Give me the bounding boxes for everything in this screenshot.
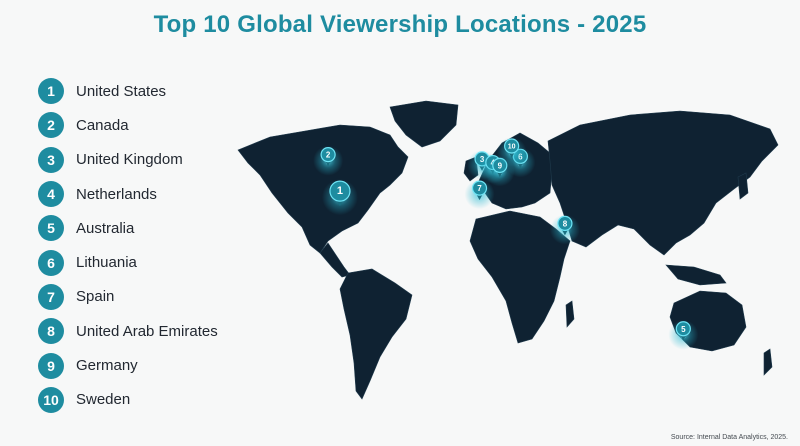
country-label: Sweden (76, 391, 131, 409)
list-item: 2 Canada (38, 108, 218, 142)
pin-marker (471, 180, 488, 196)
pin-rank-label: 2 (326, 151, 331, 160)
list-item: 5 Australia (38, 211, 218, 245)
south-america-landmass (339, 268, 413, 400)
source-note: Source: Internal Data Analytics, 2025. (670, 434, 788, 441)
country-label: Lithuania (76, 254, 137, 272)
country-label: Australia (76, 219, 135, 237)
pin-marker (504, 138, 520, 154)
rank-badge: 8 (38, 318, 64, 345)
list-item: 9 Germany (38, 348, 218, 382)
new-zealand-landmass (763, 348, 773, 376)
rank-badge: 1 (38, 78, 64, 105)
japan-landmass (737, 172, 749, 200)
list-item: 4 Netherlands (38, 177, 218, 211)
country-label: Spain (76, 288, 115, 306)
rank-badge: 3 (38, 146, 64, 173)
country-label: United Kingdom (76, 151, 183, 169)
greenland-landmass (389, 100, 459, 148)
map-pins: 12345678910 (313, 137, 699, 350)
north-america-landmass (237, 124, 409, 254)
country-label: Netherlands (76, 185, 157, 203)
central-america-landmass (319, 242, 351, 278)
madagascar-landmass (565, 300, 575, 328)
pin-marker (557, 215, 573, 231)
rank-badge: 9 (38, 352, 64, 379)
rank-badge: 5 (38, 215, 64, 242)
list-item: 1 United States (38, 74, 218, 108)
country-label: United Arab Emirates (76, 322, 218, 340)
rank-badge: 4 (38, 181, 64, 208)
page-title: Top 10 Global Viewership Locations - 202… (153, 11, 647, 38)
world-map: 12345678910 (237, 100, 779, 400)
rank-badge: 10 (38, 386, 64, 413)
list-item: 10 Sweden (38, 383, 218, 417)
rank-badge: 7 (38, 283, 64, 310)
map-pin-5: 5 (668, 319, 699, 350)
country-label: Canada (76, 116, 129, 134)
list-item: 3 United Kingdom (38, 143, 218, 177)
pin-marker (329, 180, 351, 202)
pin-rank-label: 9 (498, 161, 503, 170)
pin-rank-label: 10 (508, 144, 516, 151)
list-item: 7 Spain (38, 280, 218, 314)
indonesia-landmass (665, 264, 727, 286)
pin-marker (675, 321, 691, 337)
country-label: Germany (76, 357, 138, 375)
map-pin-1: 1 (321, 179, 358, 216)
pin-rank-label: 7 (477, 184, 482, 193)
rank-badge: 2 (38, 112, 64, 139)
map-pin-10: 10 (496, 137, 527, 167)
map-pin-7: 7 (464, 179, 495, 210)
ranking-list: 1 United States 2 Canada 3 United Kingdom 4… (38, 74, 218, 417)
rank-badge: 6 (38, 249, 64, 276)
pin-rank-label: 1 (337, 185, 343, 197)
pin-marker (320, 146, 336, 163)
list-item: 6 Lithuania (38, 245, 218, 279)
pin-rank-label: 5 (681, 325, 686, 334)
list-item: 8 United Arab Emirates (38, 314, 218, 348)
map-pin-8: 8 (549, 214, 580, 245)
country-label: United States (76, 82, 167, 100)
pin-rank-label: 8 (563, 219, 568, 228)
map-pin-2: 2 (313, 145, 344, 176)
